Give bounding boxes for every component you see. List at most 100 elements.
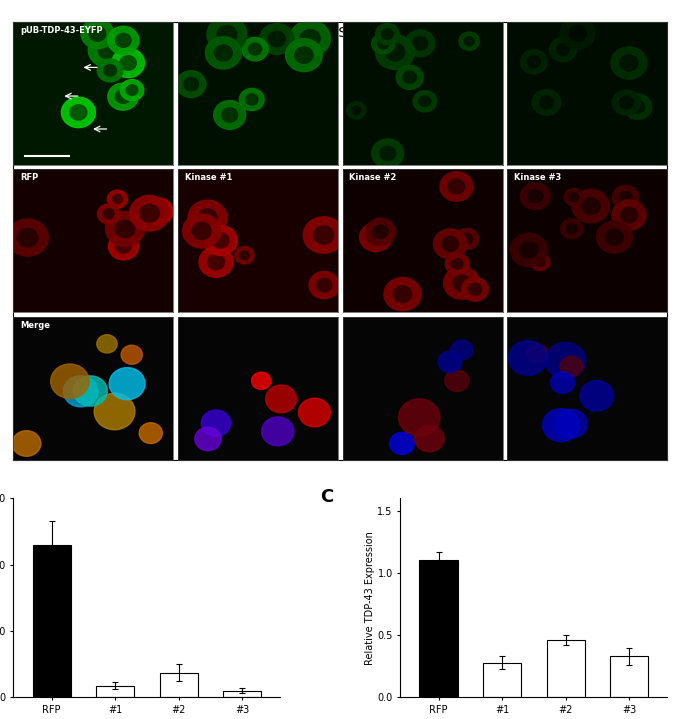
Text: A: A: [20, 26, 34, 44]
Circle shape: [551, 372, 574, 393]
Circle shape: [375, 35, 415, 70]
Circle shape: [97, 335, 117, 353]
Bar: [32, 545, 71, 697]
Circle shape: [108, 27, 139, 55]
Circle shape: [81, 19, 114, 49]
Circle shape: [202, 410, 231, 436]
Circle shape: [129, 196, 169, 231]
Circle shape: [528, 190, 543, 203]
Circle shape: [61, 97, 95, 128]
Circle shape: [520, 242, 539, 258]
Circle shape: [359, 223, 392, 252]
Circle shape: [120, 55, 136, 70]
Circle shape: [214, 101, 246, 129]
Circle shape: [183, 78, 199, 91]
Circle shape: [564, 188, 584, 206]
Circle shape: [386, 43, 404, 61]
Circle shape: [317, 278, 332, 292]
Circle shape: [259, 24, 294, 55]
Circle shape: [51, 364, 89, 398]
Circle shape: [108, 83, 138, 110]
Circle shape: [199, 247, 233, 278]
Circle shape: [433, 229, 467, 259]
Circle shape: [451, 259, 463, 270]
Circle shape: [621, 208, 638, 223]
Circle shape: [543, 408, 579, 441]
Circle shape: [207, 17, 247, 52]
Circle shape: [367, 230, 384, 244]
Circle shape: [309, 272, 340, 298]
Circle shape: [459, 32, 479, 50]
Bar: [160, 672, 197, 697]
Circle shape: [286, 39, 322, 72]
Circle shape: [251, 372, 271, 390]
Circle shape: [448, 179, 464, 194]
Circle shape: [379, 146, 396, 160]
Circle shape: [88, 32, 127, 68]
Circle shape: [235, 247, 254, 264]
Circle shape: [566, 224, 577, 234]
Circle shape: [113, 195, 123, 203]
Circle shape: [413, 91, 437, 112]
Circle shape: [569, 25, 586, 41]
Text: Kinase #1: Kinase #1: [185, 173, 232, 183]
Circle shape: [539, 96, 553, 109]
Circle shape: [63, 376, 98, 407]
Circle shape: [115, 33, 131, 47]
Circle shape: [192, 222, 211, 239]
Circle shape: [612, 186, 639, 209]
Circle shape: [266, 385, 297, 413]
Circle shape: [555, 409, 587, 439]
Circle shape: [299, 398, 330, 427]
Circle shape: [527, 56, 541, 68]
Circle shape: [313, 226, 334, 244]
Circle shape: [188, 200, 227, 235]
Circle shape: [109, 233, 139, 260]
Circle shape: [532, 90, 561, 115]
Circle shape: [214, 45, 233, 61]
Bar: [483, 663, 521, 697]
Circle shape: [97, 59, 123, 82]
Circle shape: [268, 32, 286, 47]
Circle shape: [611, 47, 647, 79]
Circle shape: [462, 278, 488, 301]
Circle shape: [140, 423, 162, 444]
Circle shape: [445, 370, 469, 392]
Circle shape: [140, 204, 160, 222]
Circle shape: [605, 229, 623, 245]
Circle shape: [212, 233, 229, 248]
Circle shape: [239, 88, 264, 111]
Circle shape: [520, 50, 547, 74]
Circle shape: [440, 172, 473, 201]
Circle shape: [398, 399, 440, 436]
Circle shape: [453, 275, 470, 291]
Circle shape: [300, 29, 320, 47]
Circle shape: [183, 214, 220, 248]
Bar: [547, 640, 584, 697]
Circle shape: [461, 234, 472, 244]
Circle shape: [372, 139, 404, 168]
Circle shape: [239, 251, 249, 260]
Circle shape: [12, 431, 41, 457]
Circle shape: [619, 96, 634, 109]
Circle shape: [143, 198, 173, 225]
Circle shape: [620, 55, 638, 71]
Text: pUB-TDP-43-EYFP: pUB-TDP-43-EYFP: [20, 26, 102, 35]
Circle shape: [115, 90, 131, 104]
Text: Merge: Merge: [20, 321, 50, 330]
Circle shape: [619, 191, 632, 203]
Circle shape: [535, 257, 545, 266]
Circle shape: [176, 70, 206, 98]
Text: C: C: [320, 488, 334, 506]
Circle shape: [104, 65, 117, 76]
Circle shape: [249, 43, 262, 55]
Bar: [223, 691, 262, 697]
Circle shape: [222, 108, 238, 122]
Circle shape: [303, 217, 344, 253]
Circle shape: [569, 193, 579, 201]
Circle shape: [438, 352, 462, 372]
Circle shape: [560, 17, 595, 49]
Circle shape: [365, 218, 396, 245]
Circle shape: [103, 209, 114, 219]
Circle shape: [396, 65, 423, 89]
